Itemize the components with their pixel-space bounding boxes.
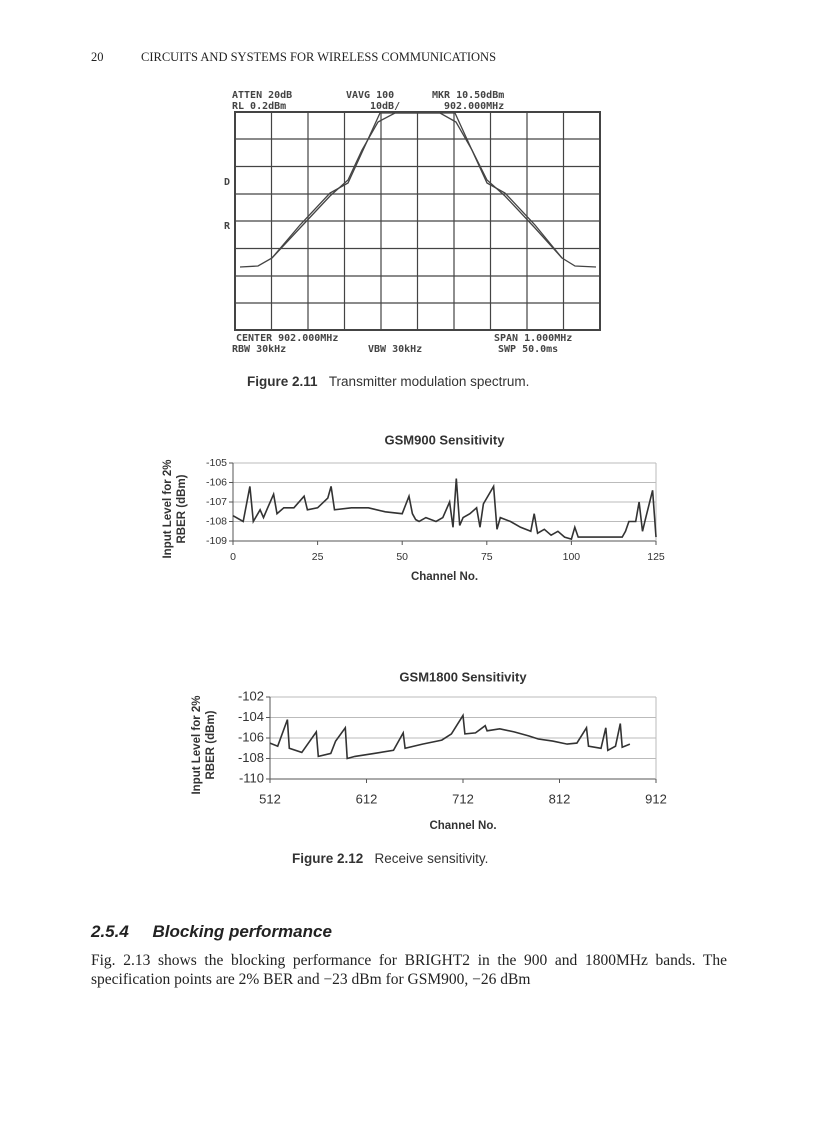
caption: Figure 2.11 Transmitter modulation spect… (247, 374, 529, 389)
x-tick-label: 712 (452, 791, 474, 806)
data-line (269, 713, 631, 760)
x-tick-label: 0 (230, 551, 236, 563)
y-tick-label: -102 (238, 688, 264, 703)
spectrum-text: D (224, 177, 230, 188)
page-number: 20 (91, 50, 104, 64)
figure-label: Figure 2.12 (292, 851, 364, 866)
x-tick-label: 812 (549, 791, 571, 806)
y-tick-label: -106 (206, 476, 227, 488)
figure-label: Figure 2.11 (247, 374, 318, 389)
spectrum-display (234, 111, 601, 331)
figure-caption: Receive sensitivity. (374, 851, 489, 866)
y-tick-label: -104 (238, 709, 264, 724)
spectrum-grid (235, 112, 600, 330)
x-tick-label: 100 (563, 551, 581, 563)
spectrum-text: SPAN 1.000MHz (494, 333, 572, 344)
y-tick-label: -107 (206, 496, 227, 508)
spectrum-text: RBW 30kHz (232, 344, 286, 355)
y-tick-label: -108 (238, 750, 264, 765)
y-axis-label: Input Level for 2% RBER (dBm) (162, 459, 188, 559)
y-tick-label: -108 (206, 515, 227, 527)
running-title: CIRCUITS AND SYSTEMS FOR WIRELESS COMMUN… (141, 50, 497, 64)
y-tick-label: -110 (239, 770, 264, 785)
x-tick-label: 912 (645, 791, 667, 806)
x-axis-label: Channel No. (429, 820, 496, 832)
spectrum-text: R (224, 221, 231, 232)
spectrum-text: RL 0.2dBm (232, 101, 286, 112)
chart-title: GSM900 Sensitivity (385, 432, 506, 447)
spectrum-text: VAVG 100 (346, 90, 394, 101)
section-heading: 2.5.4 Blocking performance (91, 922, 332, 942)
spectrum-text: ATTEN 20dB (232, 90, 292, 101)
y-tick-label: -106 (238, 729, 264, 744)
spectrum-text: 902.000MHz (444, 101, 504, 112)
caption: Figure 2.12 Receive sensitivity. (292, 851, 488, 866)
spectrum-text: 10dB/ (370, 101, 400, 112)
figure-caption: Transmitter modulation spectrum. (328, 374, 530, 389)
spectrum-text: SWP 50.0ms (498, 344, 558, 355)
x-tick-label: 125 (647, 551, 665, 563)
chart-title: GSM1800 Sensitivity (399, 669, 527, 684)
x-tick-label: 50 (396, 551, 408, 563)
x-axis-label: Channel No. (411, 571, 478, 583)
x-tick-label: 75 (481, 551, 493, 563)
spectrum-text: CENTER 902.000MHz (236, 333, 338, 344)
y-tick-label: -109 (206, 535, 227, 547)
y-tick-label: -105 (206, 457, 227, 469)
section-title: Blocking performance (152, 922, 332, 941)
x-tick-label: 25 (312, 551, 324, 563)
spectrum-text: VBW 30kHz (368, 344, 422, 355)
spectrum-text: MKR 10.50dBm (432, 90, 504, 101)
x-tick-label: 612 (356, 791, 378, 806)
spectrum-trace (271, 112, 563, 259)
x-tick-label: 512 (259, 791, 281, 806)
section-number: 2.5.4 (91, 922, 129, 941)
body-paragraph: Fig. 2.13 shows the blocking performance… (91, 952, 727, 988)
data-line (232, 478, 657, 541)
y-axis-label: Input Level for 2% RBER (dBm) (191, 695, 217, 795)
